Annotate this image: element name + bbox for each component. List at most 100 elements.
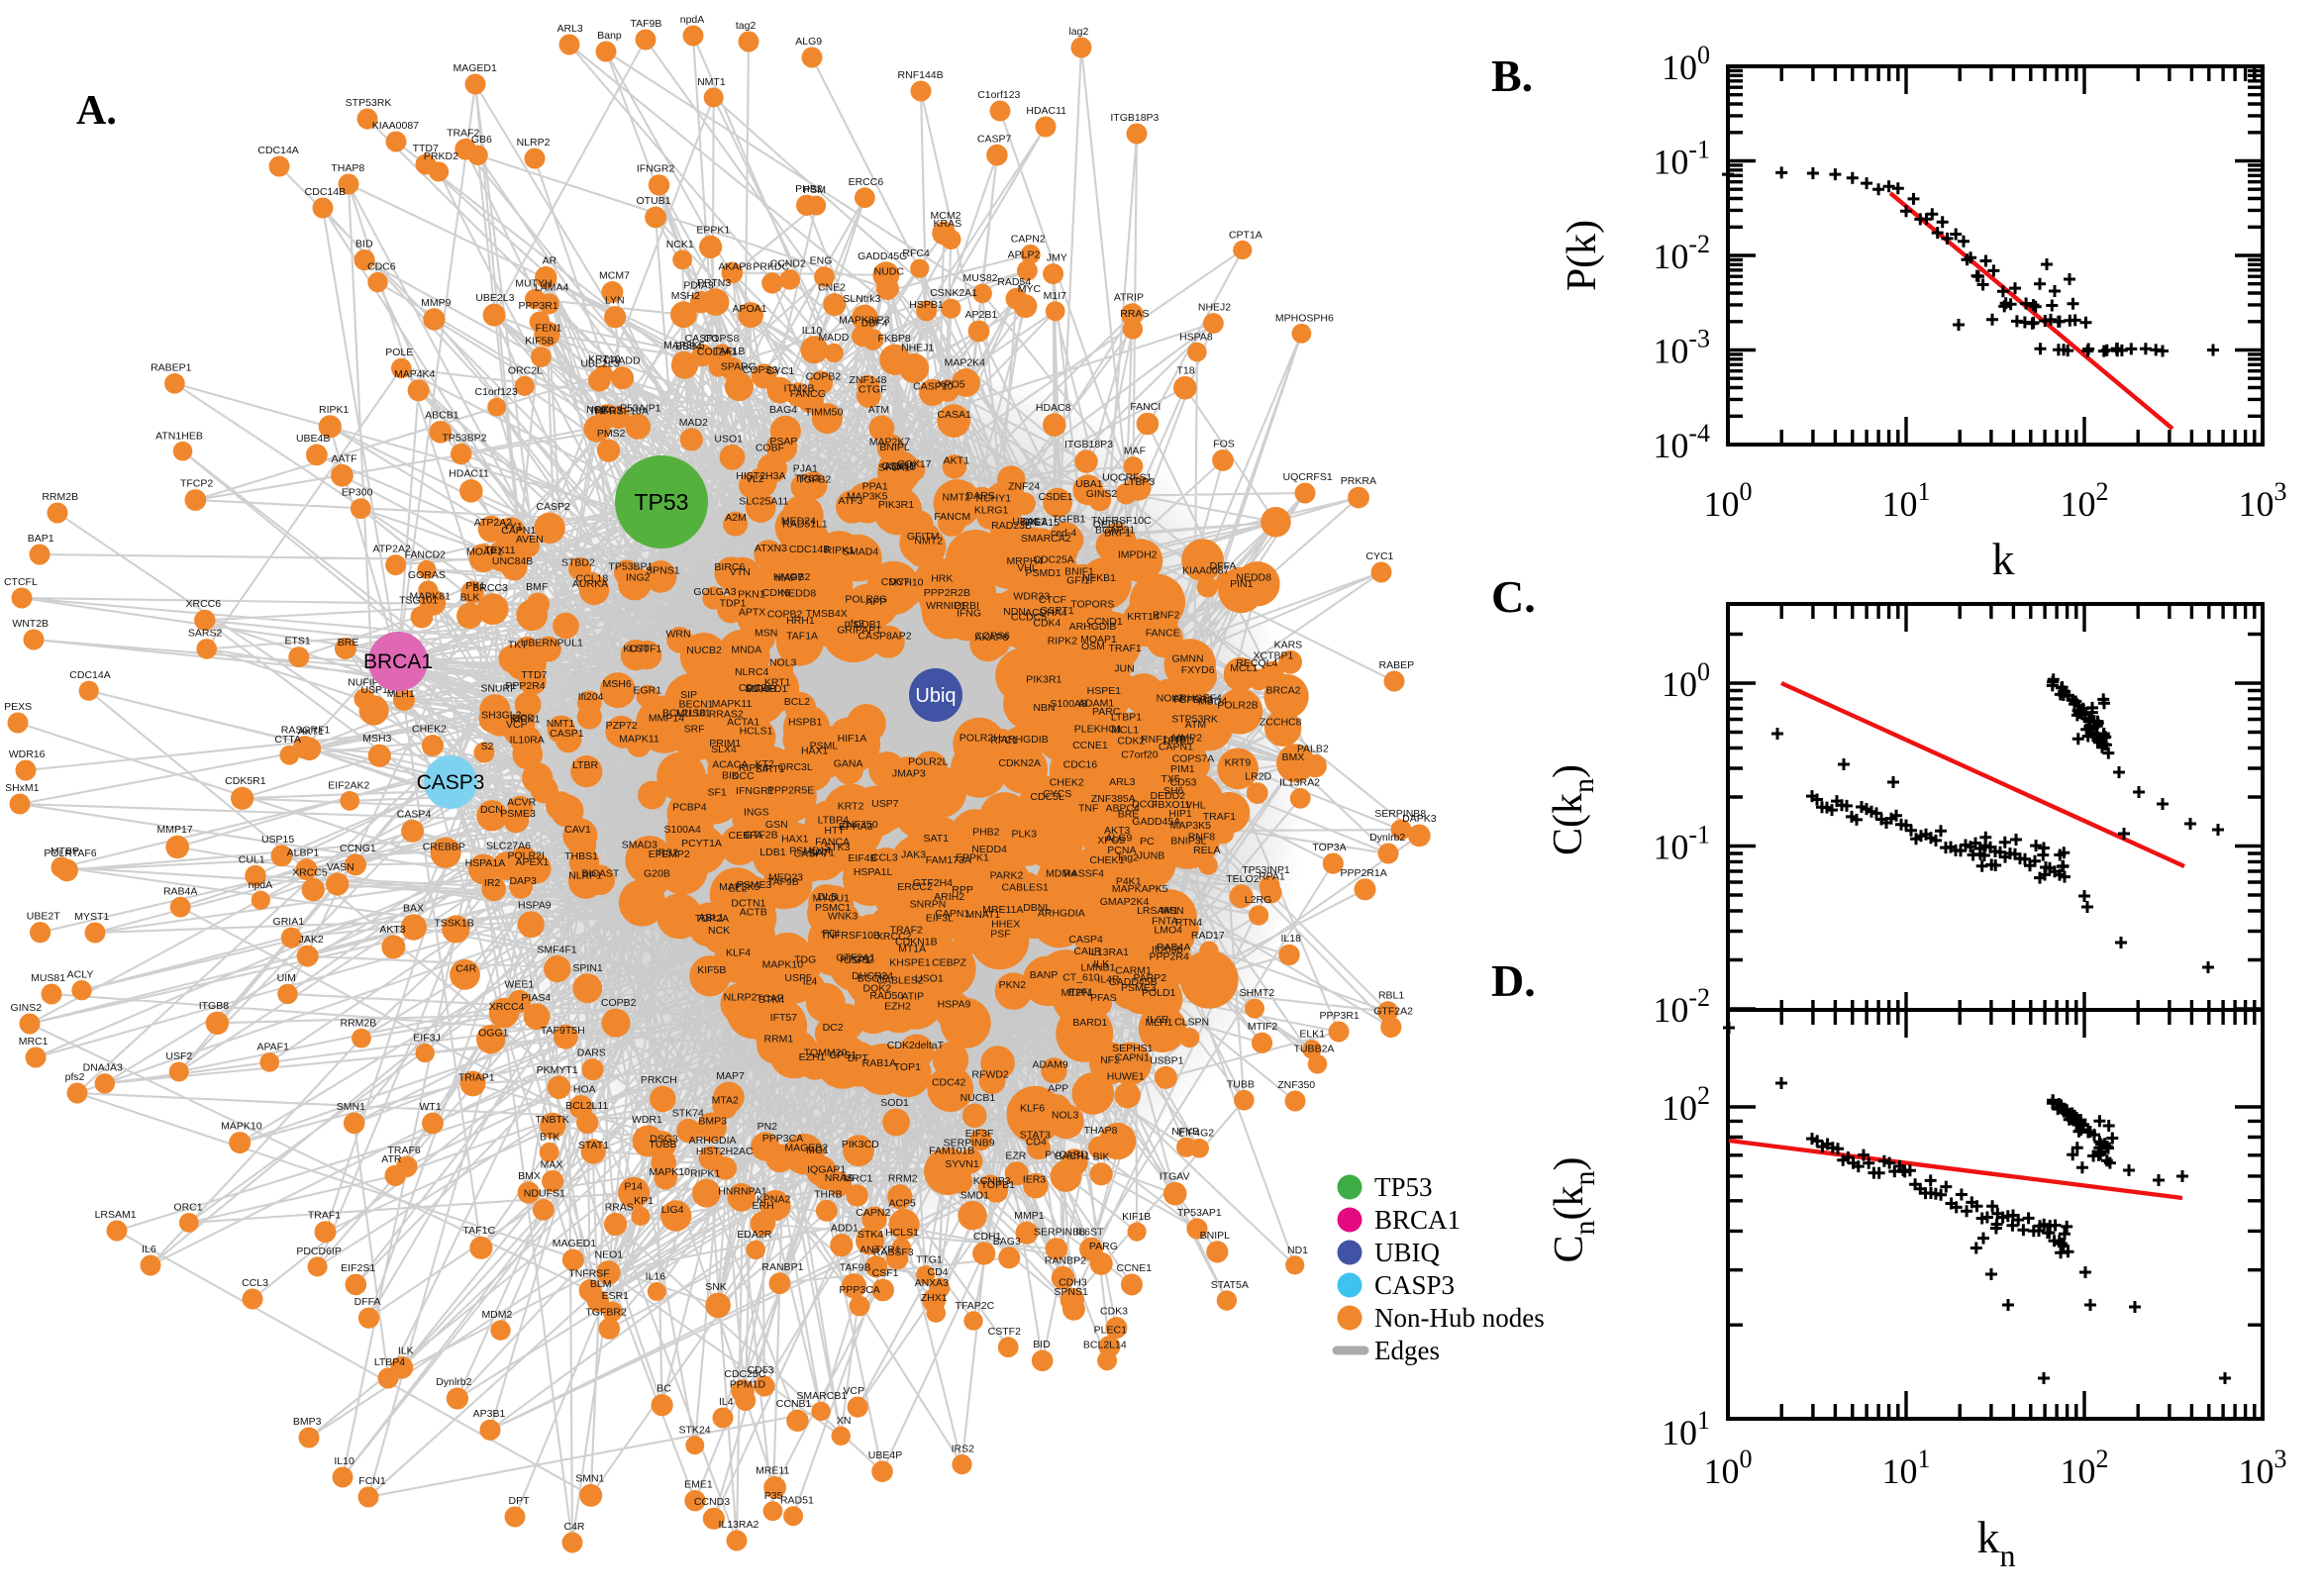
svg-text:TAF9B: TAF9B [840,1262,871,1274]
svg-text:DEDD2: DEDD2 [1151,790,1186,802]
svg-text:WNK3: WNK3 [828,910,858,922]
svg-text:POLRTAF6: POLRTAF6 [44,848,96,859]
svg-text:npdA: npdA [680,14,705,26]
svg-text:RASSF4: RASSF4 [1063,868,1104,880]
svg-text:MAPK10: MAPK10 [221,1121,262,1133]
svg-text:LAMA4: LAMA4 [535,282,569,294]
svg-text:USBP1: USBP1 [1150,1054,1184,1066]
svg-text:RRM2: RRM2 [888,1173,918,1185]
svg-text:UNC84B: UNC84B [492,555,533,567]
svg-text:HSPE1: HSPE1 [1087,685,1122,697]
svg-text:Edges: Edges [1374,1336,1440,1365]
svg-text:TRAF1: TRAF1 [308,1210,341,1222]
svg-text:PSMC1: PSMC1 [815,902,851,914]
svg-text:VASN: VASN [327,861,354,873]
svg-text:PCYT1A: PCYT1A [681,838,722,849]
svg-text:SIP: SIP [680,689,697,701]
svg-text:BRE: BRE [1118,809,1140,821]
svg-text:ND1: ND1 [1287,1245,1308,1256]
svg-text:AVEN: AVEN [516,534,544,546]
svg-text:CDK2: CDK2 [1117,736,1145,748]
svg-text:PSME3: PSME3 [1121,982,1157,994]
svg-text:RABEP: RABEP [1378,659,1414,671]
svg-text:STK3: STK3 [824,842,850,853]
svg-text:CASP1: CASP1 [550,728,584,740]
svg-text:TP53BP2: TP53BP2 [443,432,487,444]
svg-text:GINS2: GINS2 [1086,488,1118,500]
svg-text:DAP3: DAP3 [509,875,537,887]
svg-text:CPT1A: CPT1A [1229,229,1262,241]
svg-text:ATF3: ATF3 [838,495,862,507]
svg-text:BNIPL: BNIPL [879,442,910,453]
svg-text:ZNF350: ZNF350 [841,819,878,831]
svg-text:PALB2: PALB2 [1297,744,1329,755]
svg-text:PHB2: PHB2 [795,183,823,195]
svg-text:PSME3: PSME3 [737,879,772,891]
svg-text:DHCR24: DHCR24 [852,970,893,982]
svg-text:KLRG1: KLRG1 [974,504,1009,516]
svg-text:LYN: LYN [605,295,625,307]
svg-text:EZH2: EZH2 [884,1000,911,1012]
svg-text:IL6ST: IL6ST [1075,1226,1104,1238]
svg-text:CDC16: CDC16 [1063,759,1098,771]
svg-text:RAD54: RAD54 [997,276,1031,288]
svg-text:CCNB1: CCNB1 [776,1398,812,1410]
svg-text:WDR33: WDR33 [1013,591,1050,603]
svg-text:RRM1: RRM1 [764,1034,794,1046]
svg-text:ING2: ING2 [626,572,651,584]
svg-text:SH3GL2: SH3GL2 [481,710,521,722]
svg-text:PFAS: PFAS [1090,992,1117,1004]
svg-text:SH6: SH6 [1163,785,1184,797]
svg-text:RPA1: RPA1 [1259,870,1285,882]
svg-text:C4R: C4R [563,1521,584,1533]
svg-text:BCL2L10: BCL2L10 [662,708,706,720]
svg-text:DFFA: DFFA [1210,560,1237,572]
svg-text:NMT1: NMT1 [547,718,575,730]
svg-text:CD4: CD4 [1026,1136,1047,1147]
svg-text:DC2: DC2 [823,1022,844,1034]
svg-text:CEBPZ: CEBPZ [932,957,967,969]
svg-text:MUS81: MUS81 [676,708,711,720]
svg-text:GB6: GB6 [471,134,492,146]
svg-text:IL13RA2: IL13RA2 [1279,777,1320,789]
svg-text:PK1: PK1 [465,580,485,592]
svg-text:FBXO11: FBXO11 [1152,799,1191,811]
svg-text:DCTN1: DCTN1 [731,898,765,910]
svg-text:MAPKAPK5: MAPKAPK5 [1112,883,1168,895]
svg-text:PRKDC: PRKDC [753,261,789,273]
svg-text:CSTF2: CSTF2 [988,1326,1021,1338]
svg-text:STAT1: STAT1 [578,1140,609,1151]
svg-text:POLR2G: POLR2G [845,593,887,605]
svg-text:LDB1: LDB1 [759,847,785,858]
svg-text:PEG3: PEG3 [594,404,622,416]
svg-text:PIK3R1: PIK3R1 [1026,674,1061,686]
svg-text:PARG: PARG [1089,1241,1118,1252]
svg-text:LTBP4: LTBP4 [374,1356,405,1368]
svg-text:SARS2: SARS2 [188,628,223,640]
svg-text:TNF: TNF [1078,802,1098,814]
svg-text:POLR2H: POLR2H [960,733,1001,745]
svg-text:FKBP8: FKBP8 [877,333,910,345]
svg-text:XRCC5: XRCC5 [292,866,328,878]
svg-text:BECN1: BECN1 [678,699,713,711]
svg-text:MT1A: MT1A [898,944,926,955]
svg-text:VCP: VCP [506,719,528,731]
svg-text:TP53AP1: TP53AP1 [1177,1207,1222,1219]
svg-text:GRIA1: GRIA1 [273,916,305,928]
svg-text:CCND1: CCND1 [1087,616,1123,628]
svg-text:SPNS1: SPNS1 [1054,1286,1088,1298]
svg-text:BNIP3L: BNIP3L [1170,836,1206,848]
svg-text:CDC14A: CDC14A [69,669,110,681]
svg-text:TGFB1: TGFB1 [1053,514,1086,526]
svg-text:RAB4A: RAB4A [163,885,197,897]
svg-text:FXYD6: FXYD6 [1181,664,1215,676]
svg-text:PSMD14: PSMD14 [789,846,831,857]
svg-text:USP5: USP5 [784,972,812,984]
svg-text:MRE11: MRE11 [756,1464,789,1476]
svg-text:UBE2L3: UBE2L3 [475,292,514,304]
svg-text:MYC: MYC [1018,283,1042,295]
svg-text:COPS3: COPS3 [743,364,778,376]
svg-text:RCHY1: RCHY1 [976,493,1012,505]
svg-text:ABL1: ABL1 [698,912,724,924]
svg-text:CDC14A: CDC14A [257,145,298,156]
